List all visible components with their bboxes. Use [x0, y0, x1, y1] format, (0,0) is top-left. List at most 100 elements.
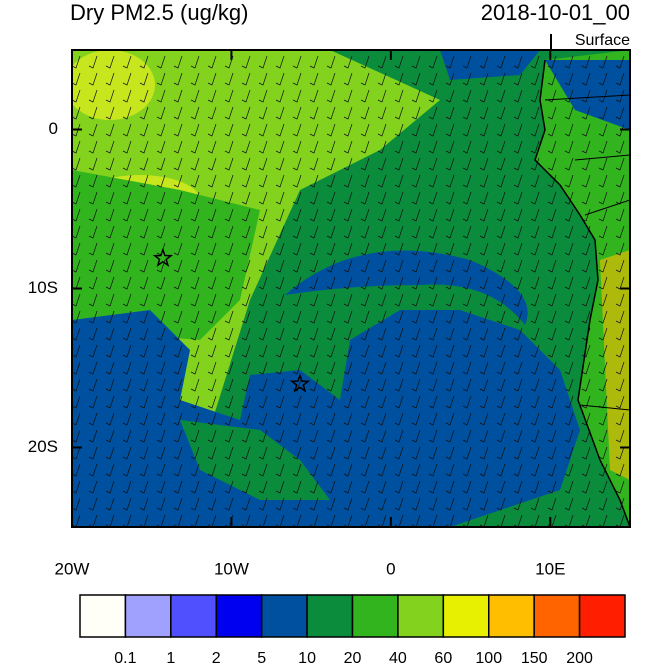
wind-barb [343, 72, 353, 86]
wind-barb [309, 378, 319, 392]
wind-barb [258, 106, 268, 120]
wind-barb [445, 55, 455, 69]
wind-barb [615, 174, 625, 188]
wind-barb [564, 225, 574, 239]
wind-barb [445, 378, 455, 392]
wind-barb [496, 259, 506, 273]
wind-barb [411, 123, 421, 137]
wind-barb [173, 395, 183, 409]
wind-barb [224, 208, 234, 222]
wind-barb [428, 208, 438, 222]
wind-barb [411, 72, 421, 86]
wind-barb [394, 259, 404, 273]
wind-barb [530, 446, 540, 460]
wind-barb [411, 497, 421, 511]
colorbar-box [124, 594, 172, 638]
wind-barb [258, 293, 268, 307]
wind-barb [360, 463, 370, 477]
wind-barb [241, 463, 251, 477]
wind-barb [190, 106, 200, 120]
wind-barb [292, 497, 302, 511]
wind-barb [173, 123, 183, 137]
wind-barb [377, 157, 387, 171]
wind-barb [309, 293, 319, 307]
wind-barb [547, 140, 557, 154]
wind-barb [139, 480, 149, 494]
wind-barb [326, 140, 336, 154]
wind-barb [394, 497, 404, 511]
wind-barb [156, 276, 166, 290]
wind-barb [156, 123, 166, 137]
wind-barb [224, 446, 234, 460]
wind-barb [72, 106, 81, 120]
wind-barb [88, 140, 98, 154]
wind-barb [139, 327, 149, 341]
field-patch [440, 50, 540, 80]
wind-barb [72, 344, 81, 358]
wind-barb [190, 293, 200, 307]
wind-barb [105, 123, 115, 137]
wind-barb [326, 225, 336, 239]
wind-barb [258, 55, 268, 69]
time-label: 2018-10-01_00 [481, 0, 630, 25]
wind-barb [496, 463, 506, 477]
wind-barb [530, 327, 540, 341]
wind-barb [530, 480, 540, 494]
wind-barb [530, 106, 540, 120]
wind-barb [564, 106, 574, 120]
wind-barb [462, 293, 472, 307]
wind-barb [139, 310, 149, 324]
wind-barb [479, 514, 489, 527]
wind-barb [258, 259, 268, 273]
wind-barb [292, 463, 302, 477]
wind-barb [173, 259, 183, 273]
wind-barb [105, 72, 115, 86]
wind-barb [224, 242, 234, 256]
wind-barb [513, 140, 523, 154]
wind-barb [530, 276, 540, 290]
wind-barb [343, 514, 353, 527]
wind-barb [598, 225, 608, 239]
wind-barb [428, 446, 438, 460]
wind-barb [275, 208, 285, 222]
wind-barb [479, 191, 489, 205]
wind-barb [275, 157, 285, 171]
wind-barb [343, 497, 353, 511]
wind-barb [564, 259, 574, 273]
wind-barb [564, 174, 574, 188]
wind-barb [581, 157, 591, 171]
wind-barb [615, 480, 625, 494]
wind-barb [530, 497, 540, 511]
wind-barb [428, 514, 438, 527]
wind-barb [190, 157, 200, 171]
wind-barb [445, 259, 455, 273]
wind-barb [564, 429, 574, 443]
colorbar-box [442, 594, 490, 638]
wind-barb [428, 106, 438, 120]
wind-barb [445, 412, 455, 426]
wind-barb [72, 361, 81, 375]
wind-barb [394, 191, 404, 205]
wind-barb [547, 276, 557, 290]
wind-barb [326, 361, 336, 375]
wind-barb [241, 497, 251, 511]
wind-barb [292, 446, 302, 460]
wind-barb [122, 55, 132, 69]
wind-barb [564, 497, 574, 511]
wind-barb [581, 344, 591, 358]
wind-barb [547, 463, 557, 477]
wind-barb [411, 140, 421, 154]
wind-barb [156, 106, 166, 120]
field [72, 50, 630, 527]
wind-barb [156, 378, 166, 392]
wind-barb [207, 395, 217, 409]
wind-barb [530, 395, 540, 409]
wind-barb [428, 293, 438, 307]
wind-barb [547, 72, 557, 86]
wind-barb [72, 446, 81, 460]
wind-barb [326, 514, 336, 527]
wind-barb [309, 463, 319, 477]
wind-barb [615, 157, 625, 171]
wind-barb [241, 293, 251, 307]
wind-barb [462, 208, 472, 222]
